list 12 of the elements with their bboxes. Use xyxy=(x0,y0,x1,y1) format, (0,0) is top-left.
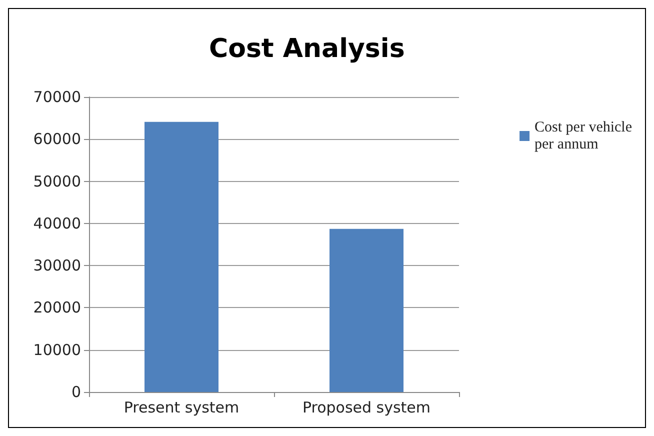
y-tick-label: 20000 xyxy=(33,298,81,317)
chart-title: Cost Analysis xyxy=(209,34,405,64)
y-tick-label: 60000 xyxy=(33,130,81,148)
y-tick-label: 50000 xyxy=(33,172,81,190)
y-tick-label: 0 xyxy=(71,383,81,401)
x-tick-label: Present system xyxy=(124,398,240,416)
y-tick-label: 70000 xyxy=(33,88,81,106)
y-tick-label: 40000 xyxy=(33,214,81,232)
y-tick-label: 30000 xyxy=(33,256,81,275)
legend-label: Cost per vehicle per annum xyxy=(534,120,632,152)
x-tick-label: Proposed system xyxy=(302,398,431,416)
y-tick-label: 10000 xyxy=(33,340,81,359)
